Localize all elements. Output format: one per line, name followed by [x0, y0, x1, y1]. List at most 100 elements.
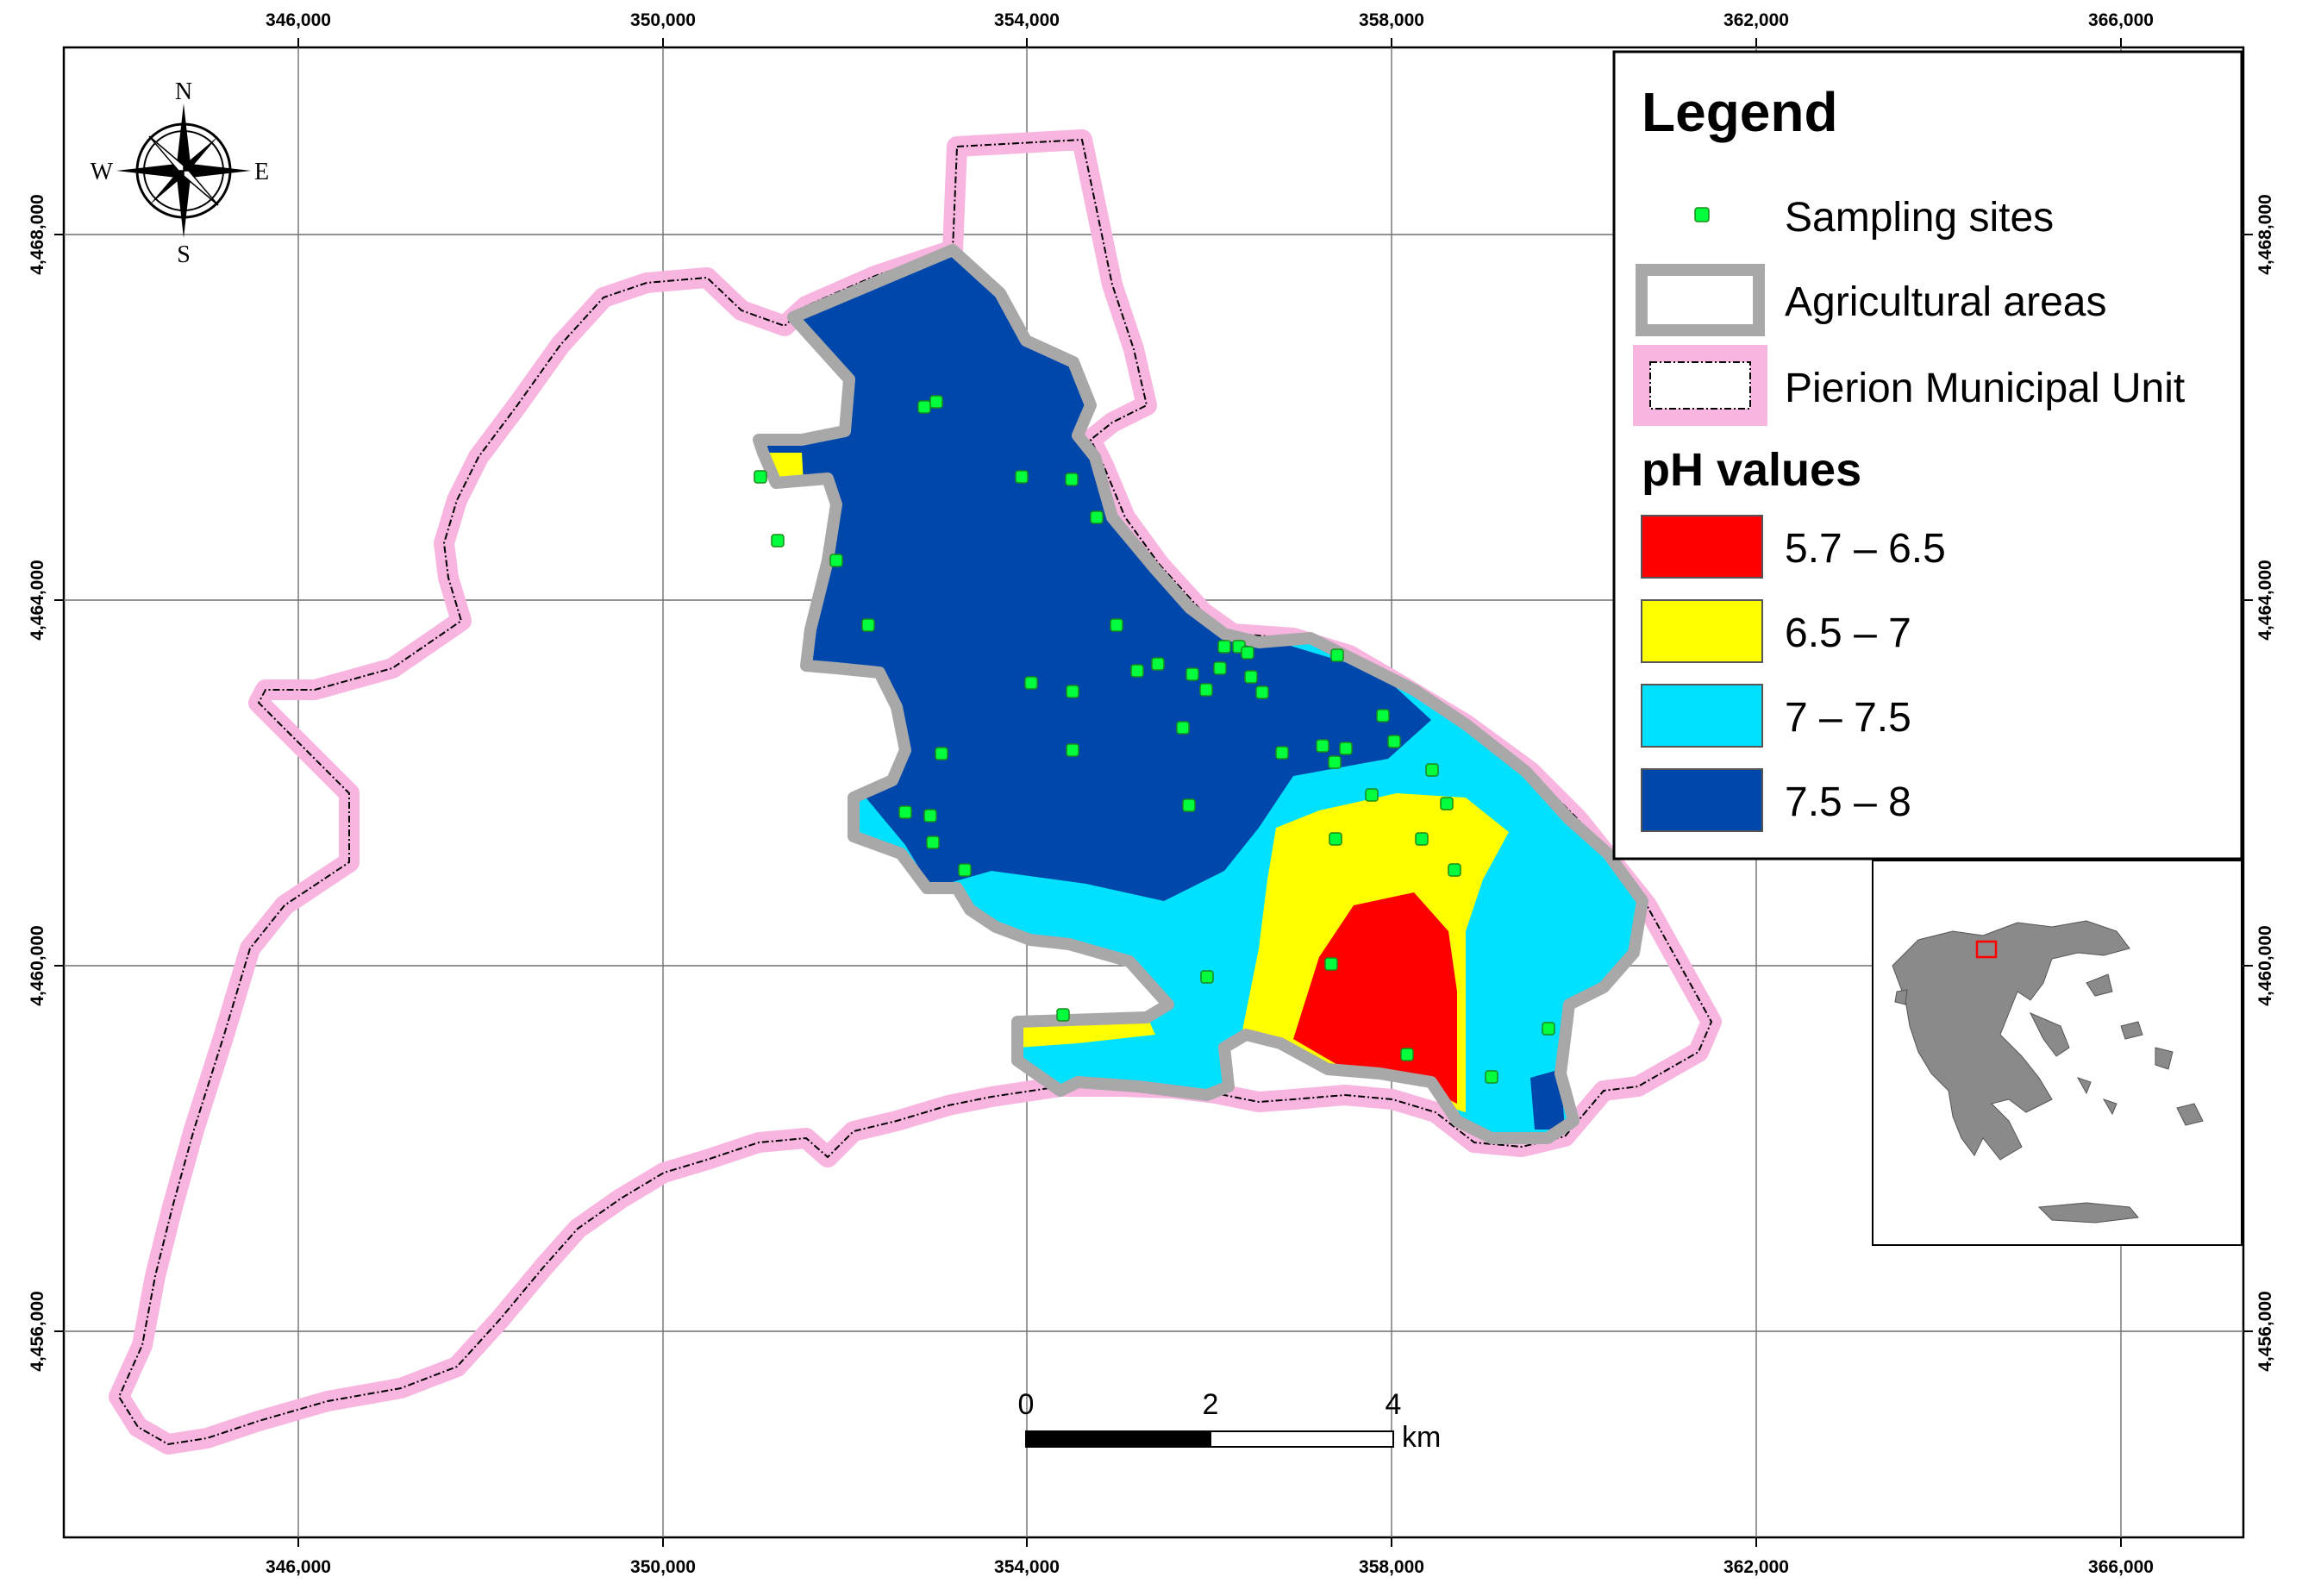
- x-tick-label: 366,000: [2088, 10, 2154, 30]
- compass-point-e: [184, 164, 251, 178]
- sampling-site: [958, 863, 972, 877]
- sampling-site: [1213, 661, 1227, 675]
- y-tick-label: 4,456,000: [28, 1291, 47, 1371]
- sampling-site: [1415, 832, 1429, 846]
- inset-crete: [2037, 1202, 2139, 1224]
- x-tick-label: 358,000: [1359, 1557, 1424, 1577]
- sampling-site: [1241, 646, 1254, 660]
- compass-label-n: N: [175, 78, 192, 105]
- inset-island: [2076, 1077, 2092, 1095]
- x-tick-label: 366,000: [2088, 1557, 2154, 1577]
- agricultural-areas-outline: [753, 244, 1648, 1144]
- sampling-site: [1200, 970, 1214, 984]
- sampling-site: [1066, 685, 1079, 698]
- sampling-site: [861, 618, 875, 632]
- x-tick-label: 362,000: [1723, 1557, 1789, 1577]
- ph-class-swatch: [1641, 599, 1763, 663]
- sampling-site: [1066, 743, 1079, 757]
- x-tick-label: 354,000: [994, 1557, 1060, 1577]
- sampling-site: [829, 554, 843, 567]
- sampling-site: [1255, 685, 1269, 699]
- ph-class-label: 7 – 7.5: [1785, 695, 1911, 741]
- sampling-site: [1440, 797, 1454, 811]
- x-tick-label: 346,000: [266, 1557, 331, 1577]
- ph-class-label: 7.5 – 8: [1785, 779, 1911, 825]
- sampling-site: [771, 534, 785, 548]
- sampling-site: [898, 805, 912, 819]
- ph-zone-7.5-8: [1530, 1069, 1565, 1130]
- ph-class-swatch: [1641, 684, 1763, 748]
- scale-label: 2: [1203, 1388, 1219, 1421]
- x-axis-labels-bottom: 346,000 350,000 354,000 358,000 362,000 …: [266, 1557, 2154, 1577]
- sampling-site: [1339, 742, 1353, 755]
- sampling-site: [1182, 798, 1196, 812]
- ph-class-label: 6.5 – 7: [1785, 610, 1911, 656]
- x-tick-label: 358,000: [1359, 10, 1424, 30]
- ph-class-label: 5.7 – 6.5: [1785, 526, 1946, 572]
- tick-marks: [54, 38, 2253, 1547]
- sampling-site: [917, 400, 931, 414]
- sampling-site: [1015, 470, 1029, 484]
- scale-label: 4: [1386, 1388, 1402, 1421]
- ph-class-swatch: [1641, 515, 1763, 579]
- inset-island: [2120, 1021, 2143, 1040]
- compass-label-w: W: [91, 159, 114, 185]
- y-tick-label: 4,460,000: [2255, 925, 2275, 1005]
- compass-point-sw: [149, 171, 184, 205]
- sampling-site: [1328, 755, 1342, 769]
- sampling-site: [1316, 739, 1329, 753]
- sampling-site: [1090, 510, 1104, 524]
- inset-island: [2086, 973, 2113, 997]
- sampling-site: [923, 809, 937, 823]
- sampling-site: [1329, 832, 1342, 846]
- legend: Legend Sampling sites Agricultural areas…: [1612, 50, 2243, 861]
- sampling-site: [1365, 788, 1379, 802]
- sampling-site: [1217, 640, 1231, 654]
- ph-zone-5.7-6.5: [1293, 892, 1457, 1104]
- inset-island: [2176, 1103, 2204, 1126]
- scale-unit: km: [1402, 1421, 1441, 1454]
- sampling-site: [1110, 618, 1123, 632]
- x-tick-label: 346,000: [266, 10, 331, 30]
- inset-map: [1872, 860, 2243, 1246]
- y-tick-label: 4,456,000: [2255, 1291, 2275, 1371]
- sampling-site: [1542, 1022, 1555, 1036]
- sampling-site: [1185, 667, 1199, 681]
- y-tick-label: 4,468,000: [2255, 194, 2275, 274]
- scale-bar-segment-dark: [1025, 1430, 1211, 1448]
- inset-island: [1894, 989, 1908, 1005]
- ph-class-swatch: [1641, 768, 1763, 832]
- sampling-site: [1176, 721, 1190, 735]
- y-axis-labels-right: 4,468,000 4,464,000 4,460,000 4,456,000: [2255, 194, 2275, 1371]
- sampling-site: [1387, 735, 1401, 748]
- compass-label-e: E: [254, 159, 269, 185]
- north-arrow-icon: N S E W: [91, 78, 270, 268]
- y-tick-label: 4,460,000: [28, 925, 47, 1005]
- municipal-unit-symbol: [1633, 345, 1767, 426]
- sampling-site: [1024, 676, 1038, 690]
- inset-island: [2029, 1012, 2070, 1057]
- y-tick-label: 4,468,000: [28, 194, 47, 274]
- compass-point-n: [177, 103, 191, 171]
- sampling-site-symbol: [1694, 207, 1710, 222]
- x-tick-label: 350,000: [630, 10, 696, 30]
- compass-point-ne: [184, 136, 218, 171]
- x-tick-label: 362,000: [1723, 10, 1789, 30]
- scale-bar: 0 2 4 km: [1018, 1388, 1442, 1454]
- sampling-site: [929, 395, 943, 409]
- inset-mainland-greece: [1892, 920, 2130, 1161]
- inset-study-area-marker: [1975, 940, 1998, 959]
- sampling-site: [1130, 664, 1144, 678]
- sampling-site: [1448, 863, 1461, 877]
- y-tick-label: 4,464,000: [2255, 560, 2275, 640]
- inset-island: [2155, 1047, 2174, 1070]
- sampling-site: [1425, 763, 1439, 777]
- sampling-site: [1199, 683, 1213, 697]
- compass-point-w: [116, 164, 184, 178]
- compass-label-s: S: [177, 241, 191, 268]
- sampling-site: [1485, 1070, 1498, 1084]
- sampling-site: [1324, 957, 1338, 971]
- legend-label-sampling: Sampling sites: [1785, 195, 2054, 241]
